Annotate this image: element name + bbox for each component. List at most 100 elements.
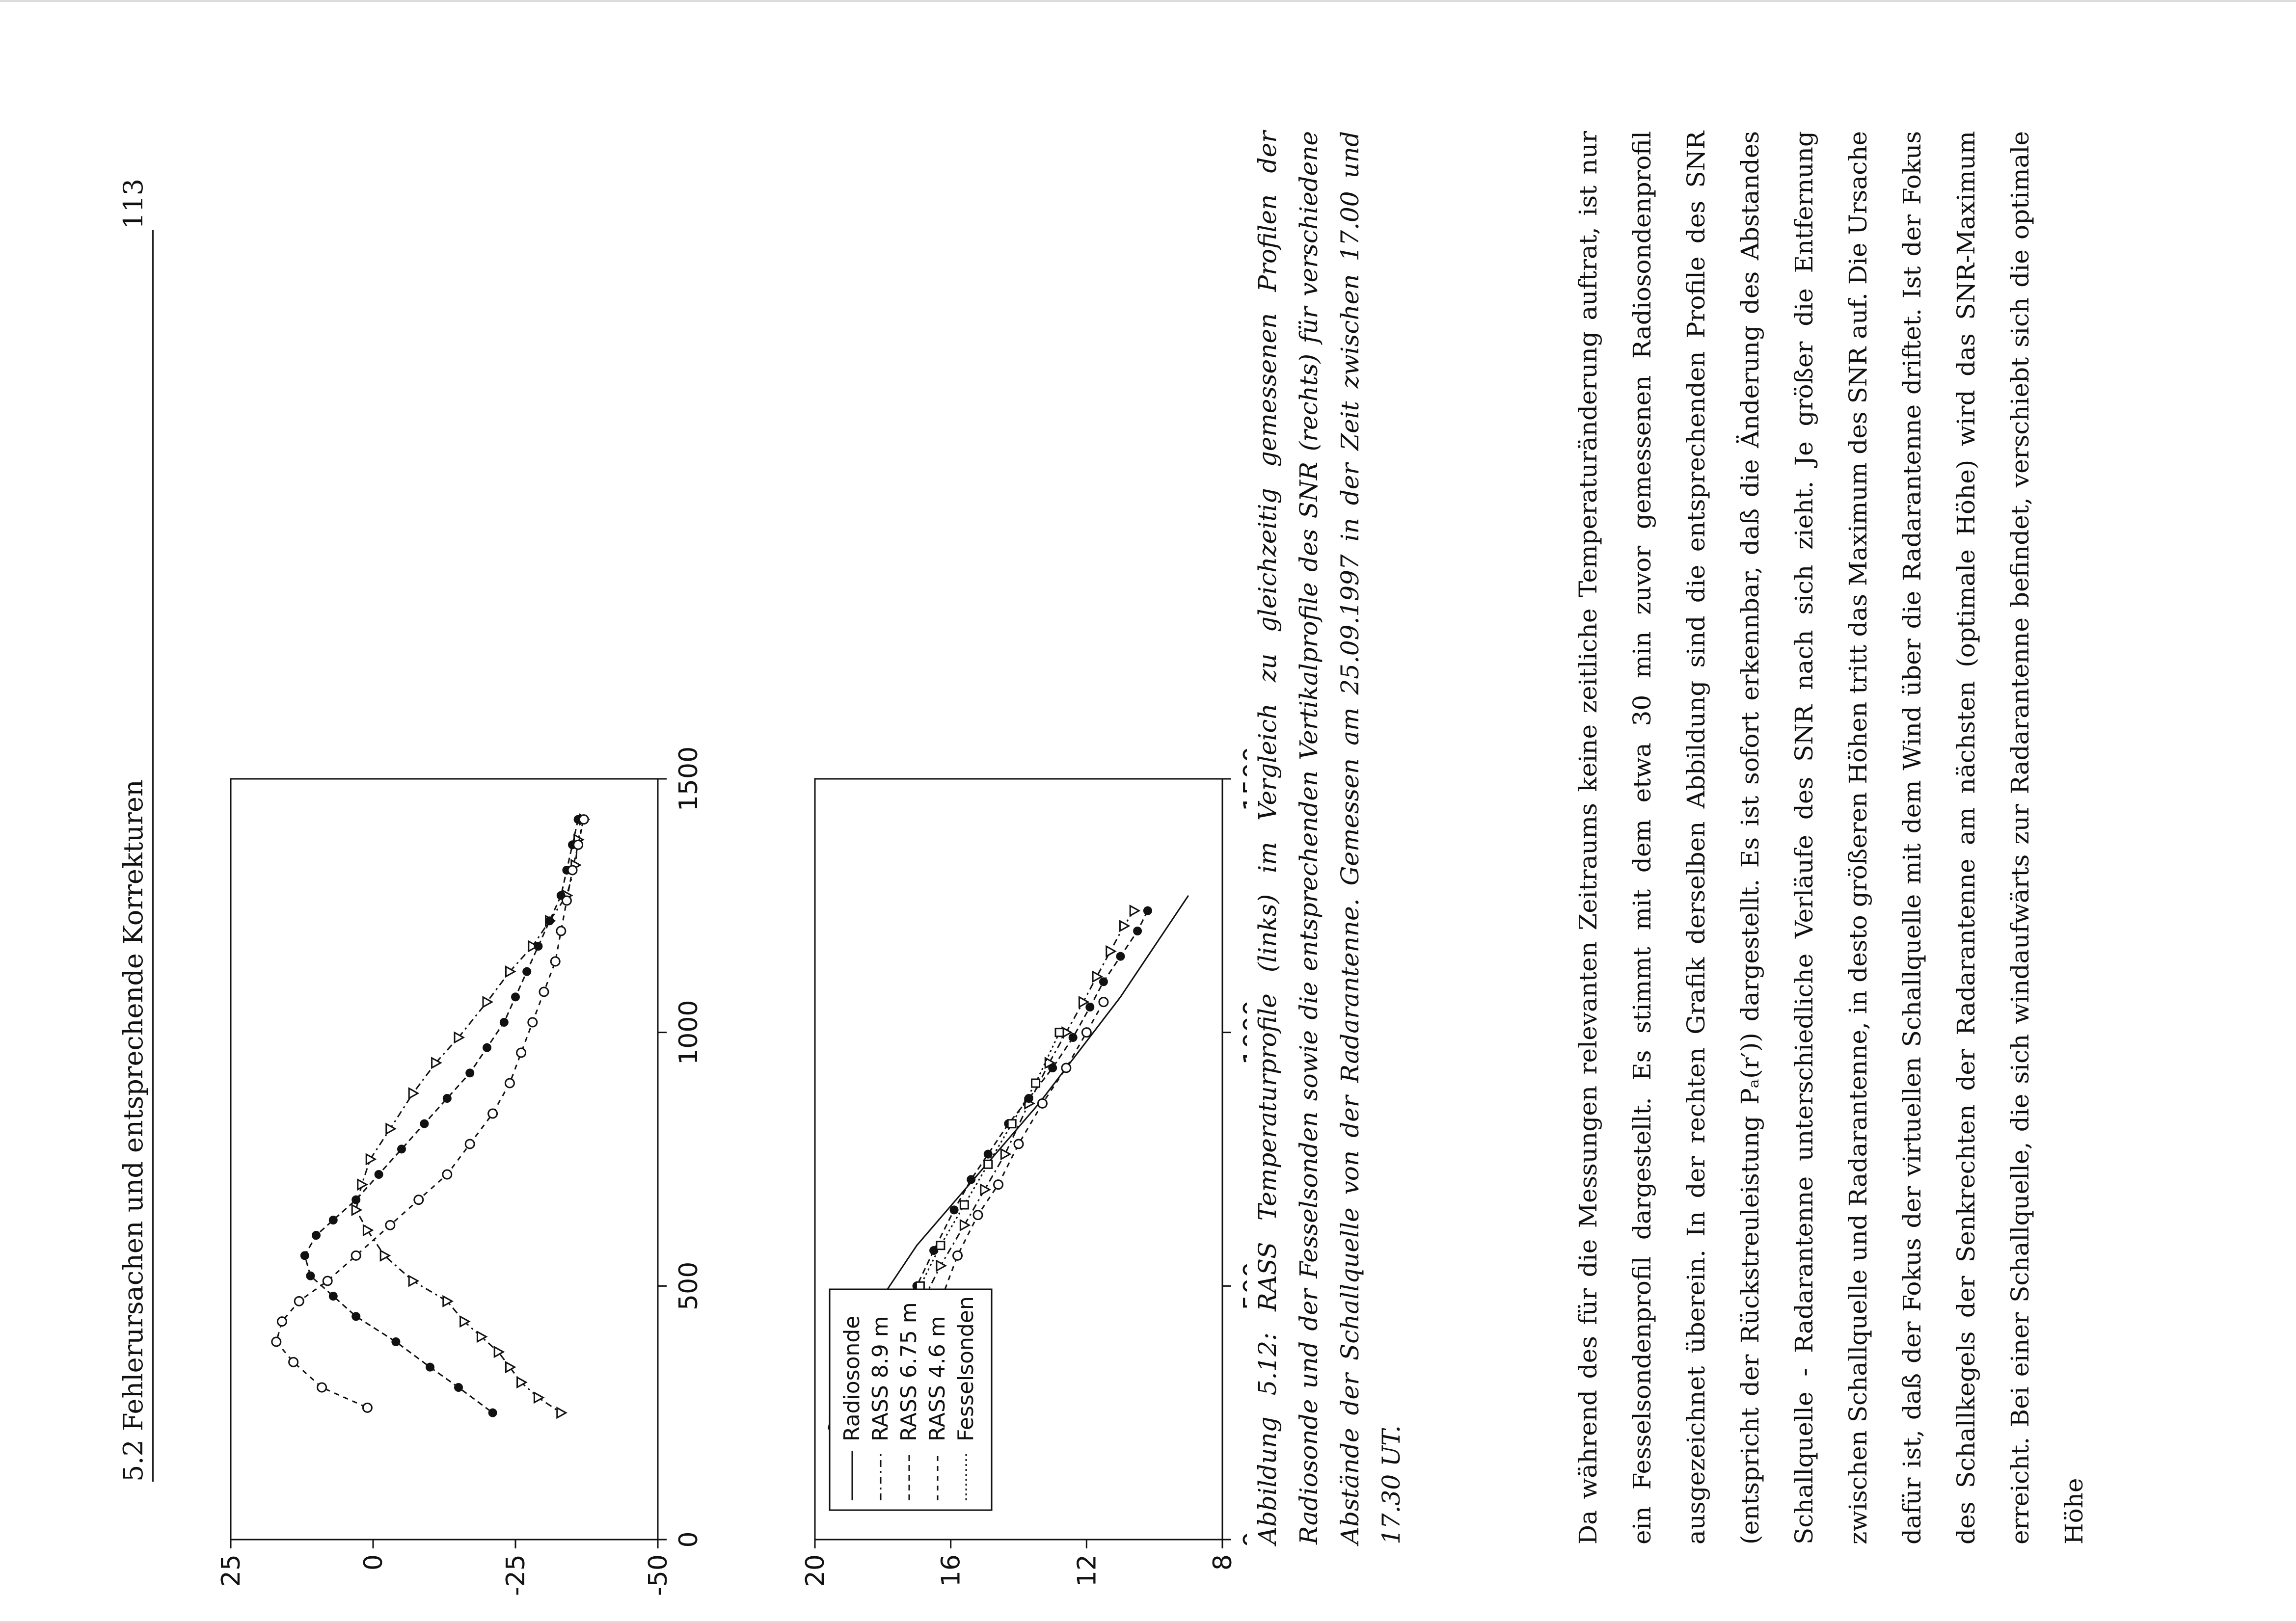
series-line	[355, 819, 585, 1413]
data-point	[1000, 1148, 1012, 1161]
data-point	[391, 1337, 401, 1346]
data-point	[385, 1122, 397, 1135]
data-point	[365, 1153, 377, 1166]
data-point	[306, 1271, 315, 1280]
data-point	[527, 1017, 538, 1028]
data-point	[1013, 1139, 1024, 1149]
height-tick-label: 1000	[1239, 1000, 1247, 1064]
body-text: Da während des für die Messungen relevan…	[1561, 131, 2101, 1544]
data-point	[936, 1241, 945, 1251]
data-point	[317, 1382, 327, 1393]
data-point	[1031, 1078, 1041, 1088]
data-point	[271, 1336, 282, 1347]
data-point	[351, 1312, 361, 1321]
data-point	[1054, 1028, 1064, 1038]
data-point	[276, 1316, 287, 1327]
data-point	[300, 1251, 309, 1260]
data-point	[322, 1276, 333, 1286]
legend-label: Fesselsonden	[953, 1296, 978, 1441]
data-point	[328, 1216, 338, 1224]
data-point	[1068, 1033, 1078, 1042]
data-point	[578, 814, 589, 825]
data-point	[1037, 1098, 1048, 1109]
section-header: 5.2 Fehlerursachen und entsprechende Kor…	[118, 779, 149, 1482]
data-point	[351, 1203, 363, 1216]
data-point	[442, 1169, 453, 1180]
data-point	[442, 1295, 454, 1307]
value-tick-label: -50	[644, 1554, 673, 1596]
data-point	[1143, 906, 1152, 915]
header-rule	[152, 230, 154, 1482]
data-point	[505, 1361, 516, 1374]
value-tick-label: 8	[1208, 1554, 1238, 1570]
data-point	[1119, 920, 1131, 932]
data-point	[533, 1391, 545, 1404]
data-point	[1092, 970, 1104, 983]
height-tick-label: 0	[674, 1531, 703, 1547]
data-point	[980, 1183, 991, 1196]
data-point	[516, 1376, 528, 1389]
data-point	[1099, 977, 1108, 986]
height-tick-label: 1000	[674, 1000, 703, 1064]
data-point	[465, 1068, 475, 1078]
data-point	[1007, 1119, 1017, 1129]
data-point	[1085, 1003, 1095, 1011]
page-number: 113	[118, 178, 149, 229]
data-point	[420, 1119, 429, 1128]
data-point	[983, 1149, 993, 1159]
data-point	[426, 1362, 434, 1372]
data-point	[983, 1159, 993, 1169]
data-point	[312, 1231, 321, 1240]
data-point	[464, 1139, 475, 1149]
data-point	[408, 1275, 420, 1287]
data-point	[1061, 1063, 1072, 1073]
data-point	[493, 1346, 505, 1358]
series-line	[275, 819, 585, 1409]
data-point	[1048, 1064, 1057, 1072]
plot-frame	[230, 778, 659, 1541]
data-point	[362, 1224, 374, 1237]
scan-edge-bottom	[0, 1621, 2296, 1623]
data-point	[483, 1043, 491, 1052]
data-point	[952, 1250, 963, 1261]
data-point	[528, 940, 539, 953]
data-point	[1024, 1094, 1033, 1103]
value-tick-label: -25	[501, 1554, 531, 1596]
series-line	[906, 910, 1135, 1337]
data-point	[351, 1195, 361, 1204]
data-point	[511, 992, 520, 1002]
legend-label: RASS 6.75 m	[896, 1302, 921, 1441]
data-point	[357, 1178, 368, 1191]
legend-label: RASS 4.6 m	[925, 1316, 950, 1441]
value-tick-label: 25	[216, 1554, 246, 1587]
data-point	[949, 1205, 959, 1215]
value-tick-label: 20	[801, 1554, 830, 1587]
data-point	[476, 1330, 488, 1343]
data-point	[534, 942, 543, 951]
series-line	[304, 819, 579, 1413]
data-point	[967, 1175, 976, 1184]
data-point	[499, 1018, 509, 1027]
data-point	[294, 1296, 304, 1306]
data-point	[539, 986, 549, 997]
data-point	[936, 1259, 947, 1272]
data-point	[454, 1031, 465, 1044]
data-point	[454, 1383, 463, 1392]
data-point	[442, 1094, 452, 1103]
figure-charts: 0500100015008121620Höhe, m ü.NNtᵥ, °CRad…	[216, 746, 1247, 1596]
data-point	[385, 1220, 396, 1230]
data-point	[545, 916, 554, 926]
data-point	[1106, 945, 1117, 958]
data-point	[488, 1408, 497, 1417]
legend-label: Radiosonde	[839, 1316, 864, 1441]
data-point	[959, 1200, 969, 1210]
data-point	[516, 1047, 527, 1058]
height-tick-label: 1500	[1239, 746, 1247, 811]
data-point	[1129, 905, 1141, 917]
data-point	[1081, 1027, 1092, 1038]
height-tick-label: 1500	[674, 746, 703, 811]
data-point	[1133, 927, 1142, 935]
